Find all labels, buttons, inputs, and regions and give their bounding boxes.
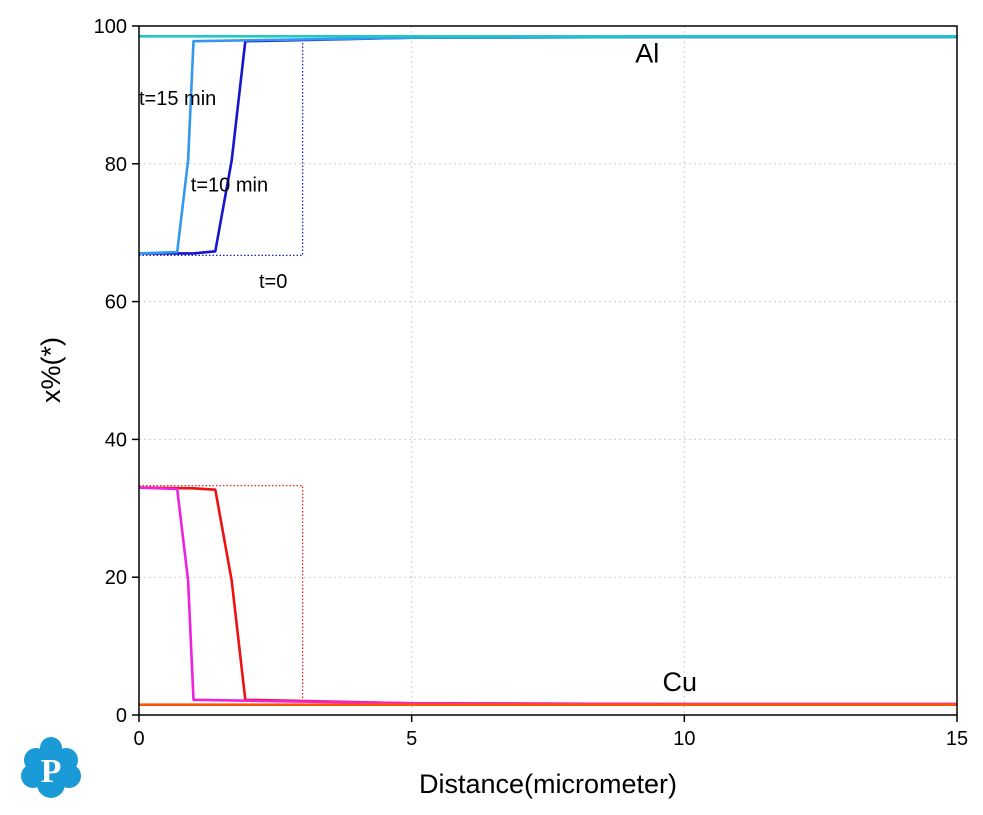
- x-tick-label: 0: [133, 728, 144, 750]
- annotations: Al Cu t=15 min t=10 min t=0: [139, 39, 697, 697]
- y-tick-label: 0: [116, 705, 127, 727]
- data-series: [138, 34, 957, 707]
- annotation-label: Cu: [663, 667, 698, 697]
- x-axis-title: Distance(micrometer): [419, 769, 677, 799]
- x-tick-label: 10: [673, 728, 695, 750]
- series-line-al-2: [138, 35, 957, 255]
- axis-ticks: 0 5 10 15 0 20 40 60 80 100: [94, 16, 969, 750]
- series-line-al-1: [139, 35, 957, 255]
- grid-lines: [139, 26, 957, 715]
- y-tick-label: 60: [105, 292, 127, 314]
- plot-frame: [138, 25, 958, 716]
- series-line-cu-5: [138, 486, 957, 706]
- x-tick-label: 15: [946, 728, 968, 750]
- annotation-label: t=15 min: [139, 88, 216, 110]
- series-line-al-0: [139, 35, 957, 257]
- x-tick-label: 5: [406, 728, 417, 750]
- annotation-label: t=0: [259, 271, 287, 293]
- annotation-label: t=10 min: [191, 174, 268, 196]
- y-axis-title: x%(*): [36, 337, 66, 403]
- y-tick-label: 20: [105, 567, 127, 589]
- y-tick-label: 100: [94, 16, 127, 38]
- y-tick-label: 80: [105, 154, 127, 176]
- series-line-cu-6: [138, 486, 957, 706]
- company-logo-icon: P: [21, 737, 81, 798]
- y-tick-label: 40: [105, 429, 127, 451]
- annotation-label: Al: [635, 39, 659, 69]
- series-line-cu-4: [139, 484, 957, 706]
- svg-text:P: P: [41, 753, 62, 790]
